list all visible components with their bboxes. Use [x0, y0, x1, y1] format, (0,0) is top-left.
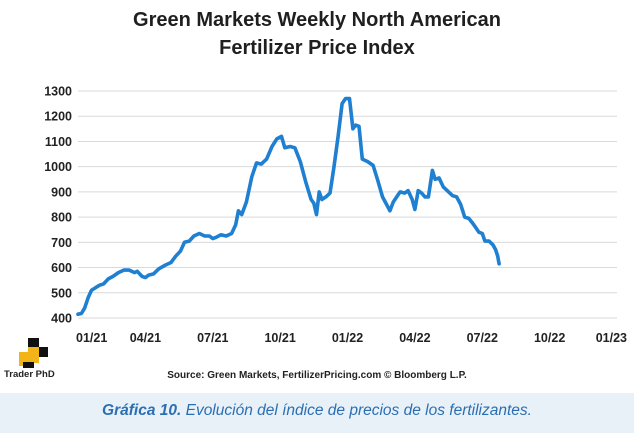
x-tick-label: 04/21: [130, 331, 161, 345]
y-tick-label: 600: [51, 261, 72, 275]
y-tick-label: 400: [51, 312, 72, 326]
figure-caption: Gráfica 10. Evolución del índice de prec…: [0, 402, 634, 420]
x-tick-label: 01/23: [596, 331, 627, 345]
y-tick-label: 1000: [44, 160, 72, 174]
x-tick-label: 01/22: [332, 331, 363, 345]
caption-label: Gráfica 10.: [102, 402, 182, 419]
x-tick-label: 04/22: [399, 331, 430, 345]
x-tick-label: 07/21: [197, 331, 228, 345]
x-tick-label: 07/22: [467, 331, 498, 345]
chart-title: Green Markets Weekly North American Fert…: [0, 6, 634, 62]
chart-title-line-1: Green Markets Weekly North American: [133, 9, 501, 31]
trader-phd-logo: [19, 338, 48, 368]
chart-title-line-2: Fertilizer Price Index: [219, 37, 415, 59]
y-axis: 400 500 600 700 800 900 1000 1100 1200 1300: [44, 85, 72, 326]
x-tick-label: 01/21: [76, 331, 107, 345]
y-tick-label: 1300: [44, 85, 72, 99]
y-tick-label: 500: [51, 286, 72, 300]
logo-text: Trader PhD: [4, 369, 55, 380]
series-area: [76, 96, 501, 316]
y-tick-label: 700: [51, 236, 72, 250]
source-note: Source: Green Markets, FertilizerPricing…: [167, 370, 467, 381]
x-tick-label: 10/21: [264, 331, 295, 345]
caption-bar: [0, 393, 634, 433]
y-tick-label: 800: [51, 211, 72, 225]
series-line: [76, 96, 501, 316]
y-tick-label: 900: [51, 185, 72, 199]
y-tick-label: 1100: [45, 135, 72, 149]
x-axis: 01/21 04/21 07/21 10/21 01/22 04/22 07/22 10/22…: [76, 331, 627, 345]
gridlines: [78, 90, 617, 319]
y-tick-label: 1200: [44, 110, 72, 124]
x-tick-label: 10/22: [534, 331, 565, 345]
caption-text: Evolución del índice de precios de los f…: [181, 402, 532, 419]
